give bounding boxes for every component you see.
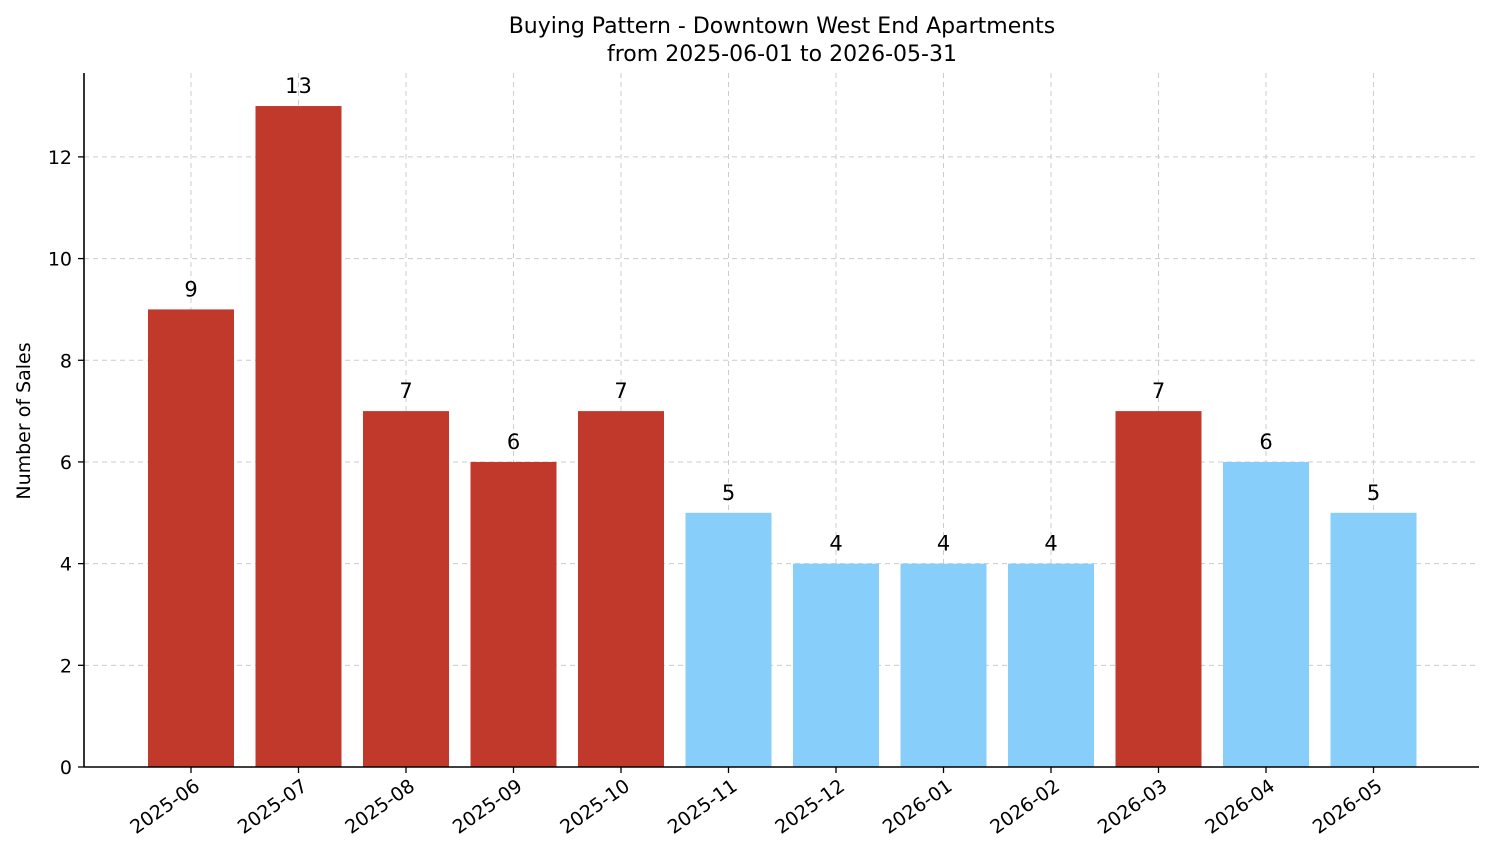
bar-2026-04	[1223, 461, 1309, 767]
bar-2025-06	[148, 309, 234, 767]
data-label: 6	[1259, 430, 1272, 454]
bar-2026-02	[1008, 563, 1094, 767]
bar-2025-12	[793, 563, 879, 767]
bar-2026-01	[900, 563, 987, 767]
y-tick-label: 10	[48, 249, 72, 271]
y-axis-label: Number of Sales	[13, 342, 35, 499]
chart-title: Buying Pattern - Downtown West End Apart…	[509, 14, 1056, 39]
data-label: 4	[937, 532, 950, 556]
y-tick-label: 2	[60, 655, 72, 677]
data-label: 7	[399, 379, 412, 403]
data-label: 7	[614, 379, 627, 403]
x-tick-label: 2025-10	[556, 775, 634, 839]
bar-2026-03	[1115, 411, 1202, 767]
data-labels: 9 13 7 6 7 5 4 4 4 7 6 5	[184, 74, 1380, 556]
bar-2025-10	[578, 411, 664, 767]
bars	[148, 106, 1417, 768]
x-tick-label: 2026-01	[879, 775, 957, 839]
y-tick-label: 12	[48, 147, 72, 169]
bar-2025-07	[255, 106, 342, 768]
x-tick-label: 2025-09	[449, 775, 527, 839]
data-label: 13	[285, 74, 312, 98]
axes	[83, 73, 1479, 768]
x-tick-label: 2026-05	[1309, 775, 1387, 839]
chart-subtitle: from 2025-06-01 to 2026-05-31	[607, 42, 957, 67]
x-tick-label: 2026-03	[1094, 775, 1172, 839]
data-label: 5	[722, 481, 735, 505]
bar-2025-09	[470, 461, 557, 767]
data-label: 5	[1367, 481, 1380, 505]
x-tick-label: 2026-04	[1201, 775, 1279, 839]
x-tick-label: 2025-07	[234, 775, 312, 839]
bar-2025-11	[685, 512, 772, 767]
y-tick-label: 4	[60, 554, 72, 576]
data-label: 7	[1152, 379, 1165, 403]
x-tick-label: 2025-12	[771, 775, 849, 839]
data-label: 4	[829, 532, 842, 556]
x-tick-label: 2026-02	[986, 775, 1064, 839]
bar-2026-05	[1330, 512, 1417, 767]
data-label: 6	[507, 430, 520, 454]
bar-2025-08	[363, 411, 449, 767]
data-label: 4	[1044, 532, 1057, 556]
y-ticks: 0 2 4 6 8 10 12	[48, 147, 84, 779]
y-tick-label: 0	[60, 757, 72, 779]
y-tick-label: 6	[60, 452, 72, 474]
data-label: 9	[184, 277, 197, 301]
x-tick-label: 2025-11	[664, 775, 742, 839]
x-tick-label: 2025-06	[126, 775, 204, 839]
x-ticks: 2025-06 2025-07 2025-08 2025-09 2025-10 2025-…	[126, 767, 1386, 839]
x-tick-label: 2025-08	[341, 775, 419, 839]
y-tick-label: 8	[60, 350, 72, 372]
